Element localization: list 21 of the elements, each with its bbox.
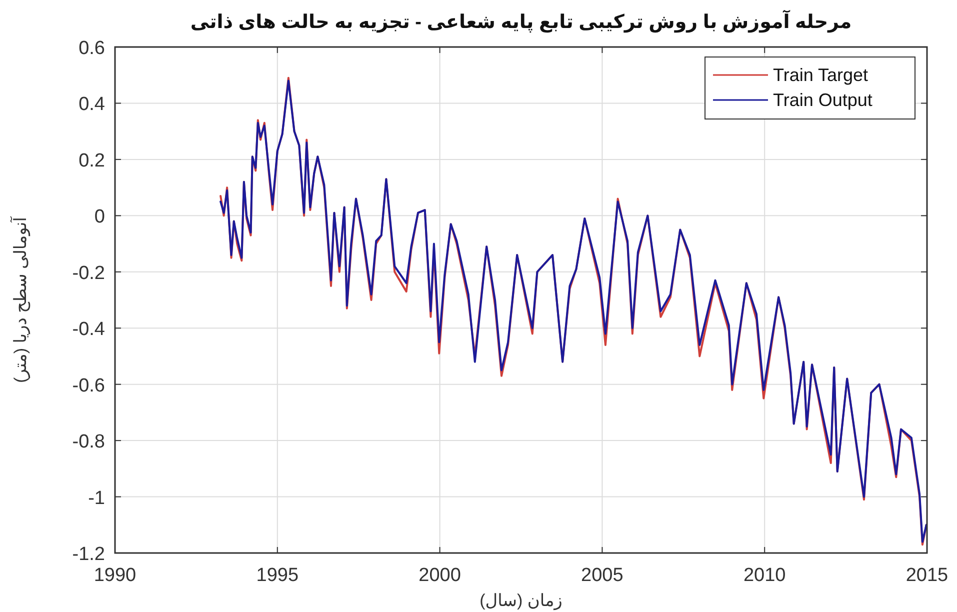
x-tick-label: 1990 — [94, 565, 136, 586]
y-tick-label: 0 — [94, 206, 105, 228]
chart-title: مرحله آموزش با روش ترکیبی تابع پایه شعاعی - تجزیه به حالت های ذاتی — [190, 9, 852, 33]
y-tick-label: 0.4 — [78, 94, 106, 116]
y-tick-label: -0.4 — [72, 319, 106, 340]
y-tick-label: 0.2 — [78, 150, 105, 172]
x-tick-label: 2005 — [581, 565, 624, 586]
y-tick-label: -0.6 — [72, 375, 105, 396]
legend-label: Train Output — [773, 90, 872, 110]
y-tick-label: -1.2 — [72, 544, 105, 565]
x-tick-label: 2010 — [743, 565, 786, 586]
legend-label: Train Target — [773, 65, 868, 85]
y-tick-label: 0.6 — [78, 38, 105, 59]
y-tick-label: -0.8 — [72, 432, 105, 453]
x-tick-label: 2015 — [906, 565, 948, 586]
y-tick-label: -1 — [88, 488, 105, 509]
x-tick-label: 1995 — [256, 565, 299, 586]
y-axis-title: آنومالی سطح دریا (متر) — [10, 216, 31, 383]
x-tick-label: 2000 — [418, 565, 461, 586]
y-tick-label: -0.2 — [72, 262, 105, 284]
x-axis-title: زمان (سال) — [480, 591, 562, 611]
